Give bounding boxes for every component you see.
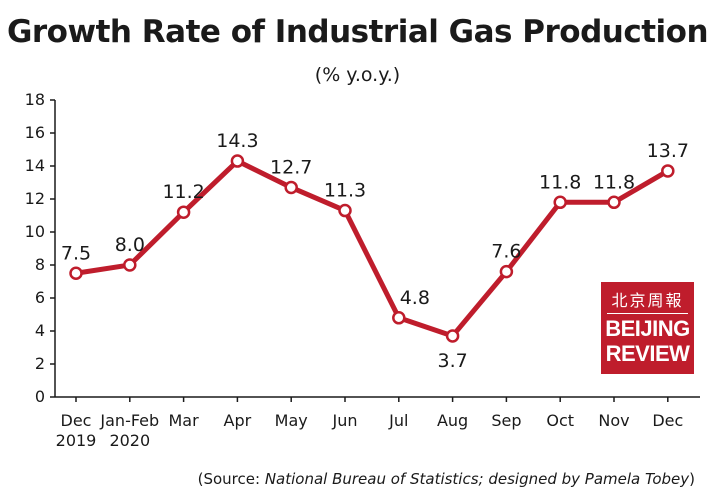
y-tick-label: 8 bbox=[35, 255, 45, 274]
y-tick-label: 18 bbox=[25, 90, 45, 109]
x-tick-label: Dec bbox=[652, 411, 683, 430]
data-label: 11.3 bbox=[324, 180, 366, 202]
data-label: 12.7 bbox=[270, 156, 312, 178]
logo-divider bbox=[607, 313, 688, 314]
data-label: 7.5 bbox=[61, 242, 91, 264]
x-tick-label: May bbox=[275, 411, 308, 430]
data-label: 11.2 bbox=[162, 181, 204, 203]
data-point bbox=[338, 203, 352, 218]
x-tick-label: Mar bbox=[169, 411, 200, 430]
series-line bbox=[73, 158, 671, 339]
x-tick-label: Sep bbox=[491, 411, 521, 430]
y-tick-label: 2 bbox=[35, 354, 45, 373]
beijing-review-logo: 北京周報 BEIJING REVIEW bbox=[601, 282, 694, 374]
y-tick-label: 12 bbox=[25, 189, 45, 208]
data-point bbox=[69, 266, 83, 280]
y-tick-label: 16 bbox=[25, 123, 45, 142]
source-suffix: ) bbox=[689, 470, 695, 488]
y-tick-label: 4 bbox=[35, 321, 45, 340]
x-tick-label: Jun bbox=[332, 411, 358, 430]
data-point bbox=[661, 164, 675, 178]
y-tick-label: 10 bbox=[25, 222, 45, 241]
chart-subtitle: (% y.o.y.) bbox=[314, 64, 401, 86]
x-tick-label: Aug bbox=[437, 411, 468, 430]
data-point bbox=[553, 195, 567, 210]
logo-text-review: REVIEW bbox=[605, 341, 690, 366]
x-tick-label: Dec 2019 bbox=[56, 411, 97, 450]
source-prefix: (Source: bbox=[197, 470, 265, 488]
data-point bbox=[499, 264, 514, 279]
y-tick-label: 6 bbox=[35, 288, 45, 307]
data-label: 11.8 bbox=[539, 171, 581, 193]
source-note: (Source: National Bureau of Statistics; … bbox=[0, 470, 715, 488]
data-label: 3.7 bbox=[437, 350, 467, 372]
data-point bbox=[230, 154, 245, 168]
source-org: National Bureau of Statistics; designed … bbox=[264, 470, 690, 488]
x-tick-label: Oct bbox=[546, 411, 574, 430]
data-point bbox=[176, 205, 191, 219]
chart-title: Growth Rate of Industrial Gas Production bbox=[6, 14, 709, 50]
logo-chinese-text: 北京周報 bbox=[611, 291, 684, 310]
x-tick-label: Apr bbox=[224, 411, 252, 430]
data-label: 14.3 bbox=[216, 130, 258, 152]
data-point bbox=[123, 258, 137, 272]
data-label: 13.7 bbox=[647, 140, 689, 162]
logo-text-beijing: BEIJING bbox=[605, 316, 690, 341]
data-label: 7.6 bbox=[491, 241, 521, 263]
x-tick-label: Nov bbox=[598, 411, 629, 430]
data-point bbox=[445, 329, 460, 343]
y-tick-label: 0 bbox=[35, 387, 45, 406]
data-point bbox=[284, 180, 298, 195]
data-point bbox=[392, 311, 406, 325]
x-tick-label: Jan-Feb 2020 bbox=[99, 411, 159, 450]
y-tick-label: 14 bbox=[25, 156, 45, 175]
data-label: 8.0 bbox=[115, 234, 145, 256]
x-tick-label: Jul bbox=[388, 411, 408, 430]
data-point bbox=[607, 195, 621, 210]
data-label: 4.8 bbox=[400, 287, 430, 309]
data-label: 11.8 bbox=[593, 171, 635, 193]
